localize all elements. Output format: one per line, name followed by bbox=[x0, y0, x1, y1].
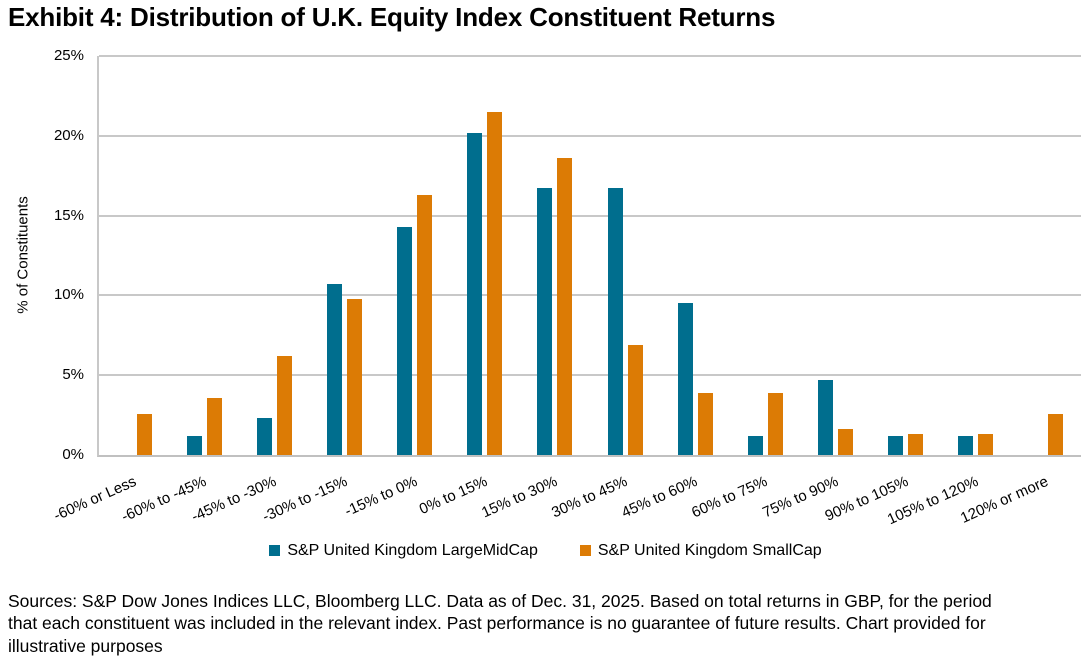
plot-area bbox=[97, 55, 1081, 457]
bar-largemidcap bbox=[958, 435, 974, 455]
bar-largemidcap bbox=[818, 380, 833, 455]
bar-smallcap bbox=[908, 434, 924, 455]
bar-largemidcap bbox=[327, 284, 342, 455]
source-note-line: Sources: S&P Dow Jones Indices LLC, Bloo… bbox=[8, 591, 992, 611]
source-note-line: illustrative purposes bbox=[8, 635, 163, 656]
bar-largemidcap bbox=[467, 132, 483, 455]
y-axis-tick: 20% bbox=[53, 126, 84, 144]
bar-smallcap bbox=[206, 397, 222, 455]
legend-label-smallcap: S&P United Kingdom SmallCap bbox=[597, 542, 822, 559]
y-axis-tick: 25% bbox=[53, 47, 84, 64]
bar-smallcap bbox=[1048, 413, 1064, 455]
y-axis-tick: 5% bbox=[62, 366, 84, 384]
bar-largemidcap bbox=[537, 188, 553, 455]
bar-smallcap bbox=[978, 434, 994, 455]
legend-swatch-largemidcap-icon bbox=[269, 545, 281, 556]
bar-largemidcap bbox=[677, 303, 693, 455]
bar-smallcap bbox=[697, 392, 713, 455]
source-note: Sources: S&P Dow Jones Indices LLC, Bloo… bbox=[8, 590, 1088, 656]
gridline bbox=[99, 134, 1081, 137]
y-axis-tick: 0% bbox=[62, 446, 84, 463]
bar-largemidcap bbox=[888, 435, 904, 455]
legend-label-largemidcap: S&P United Kingdom LargeMidCap bbox=[287, 542, 538, 559]
legend-item-largemidcap: S&P United Kingdom LargeMidCap bbox=[269, 541, 538, 560]
gridline bbox=[99, 294, 1081, 297]
bar-smallcap bbox=[417, 194, 433, 455]
bar-smallcap bbox=[136, 413, 152, 455]
y-axis-tick: 10% bbox=[53, 286, 84, 304]
bar-largemidcap bbox=[607, 188, 623, 455]
legend: S&P United Kingdom LargeMidCap S&P Unite… bbox=[0, 541, 1091, 560]
bar-smallcap bbox=[557, 158, 573, 455]
bar-largemidcap bbox=[747, 435, 763, 455]
gridline bbox=[99, 55, 1081, 57]
bar-largemidcap bbox=[186, 435, 202, 455]
y-axis-tick: 15% bbox=[53, 206, 84, 224]
gridline bbox=[99, 374, 1081, 377]
chart-title: Exhibit 4: Distribution of U.K. Equity I… bbox=[8, 2, 776, 32]
source-note-line: that each constituent was included in th… bbox=[8, 613, 986, 634]
legend-swatch-smallcap-icon bbox=[579, 545, 591, 556]
bar-largemidcap bbox=[397, 226, 413, 455]
bar-smallcap bbox=[767, 392, 783, 455]
legend-item-smallcap: S&P United Kingdom SmallCap bbox=[579, 541, 822, 560]
bar-smallcap bbox=[487, 111, 503, 455]
bar-smallcap bbox=[276, 356, 292, 455]
bar-largemidcap bbox=[256, 418, 272, 455]
gridline bbox=[99, 214, 1081, 217]
bar-smallcap bbox=[347, 298, 362, 455]
bar-smallcap bbox=[627, 344, 643, 455]
bar-smallcap bbox=[838, 429, 853, 455]
